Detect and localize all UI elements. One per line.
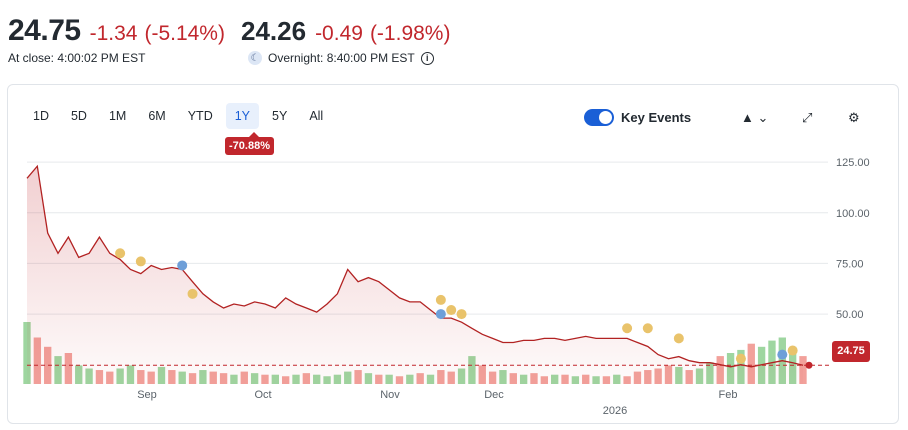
toggle-switch[interactable]: [584, 109, 614, 126]
dividend-event-marker: [435, 294, 446, 305]
range-button-1d[interactable]: 1D: [33, 109, 49, 123]
dividend-event-marker: [735, 353, 746, 364]
overnight-price: 24.26: [240, 16, 307, 46]
x-tick-label: 2026: [603, 405, 627, 417]
chart-card: [7, 84, 899, 424]
performance-badge: -70.88%: [225, 132, 274, 155]
price-change-percent: (-5.14%): [144, 22, 225, 45]
x-tick-label: Feb: [719, 389, 738, 401]
x-axis: Sep Oct Nov Dec 2026 Feb: [137, 389, 737, 417]
key-events-toggle[interactable]: Key Events: [584, 109, 691, 126]
price-line: [26, 164, 804, 368]
info-icon[interactable]: i: [420, 51, 434, 65]
price-change: -1.34: [89, 22, 138, 45]
x-tick-label: Sep: [137, 389, 157, 401]
toggle-knob: [599, 111, 612, 124]
range-button-5d[interactable]: 5D: [70, 109, 87, 123]
range-button-1m[interactable]: 1M: [108, 109, 127, 123]
x-tick-label: Nov: [380, 389, 400, 401]
expand-icon[interactable]: ⤢: [802, 110, 813, 125]
overnight-change-percent: (-1.98%): [369, 22, 451, 45]
dividend-event-marker: [622, 323, 633, 334]
range-button-5y[interactable]: 5Y: [272, 109, 288, 123]
current-price-tag: 24.75: [832, 341, 870, 362]
split-event-marker: [435, 309, 446, 320]
quote-header: 24.75 -1.34 (-5.14%) 24.26 -0.49 (-1.98%…: [8, 14, 450, 48]
volume-bar: [747, 343, 755, 384]
dividend-event-marker: [673, 333, 684, 344]
mountain-chart-icon[interactable]: ▲ ⌄: [741, 110, 769, 125]
range-selector: 1D 5D 1M 6M YTD 1Y 5Y All: [24, 103, 336, 129]
overnight-change: -0.49: [315, 22, 363, 45]
key-events-label: Key Events: [621, 110, 692, 125]
y-axis: 125.00 100.00 75.00 50.00: [836, 157, 870, 321]
dividend-event-marker: [642, 323, 653, 334]
key-event-markers: [115, 248, 798, 364]
range-button-6m[interactable]: 6M: [148, 109, 166, 123]
dividend-event-marker: [115, 248, 126, 259]
x-tick-label: Oct: [254, 389, 271, 401]
dividend-event-marker: [456, 309, 467, 320]
y-tick-label: 125.00: [836, 157, 870, 169]
y-tick-label: 75.00: [836, 258, 864, 270]
close-time-label: At close: 4:00:02 PM EST: [8, 51, 146, 65]
dividend-event-marker: [787, 345, 798, 356]
dividend-event-marker: [135, 256, 146, 267]
gear-icon[interactable]: ⚙: [848, 110, 860, 125]
range-button-1y[interactable]: 1Y: [225, 103, 260, 129]
current-price-dot: [805, 361, 813, 369]
moon-icon: ☾: [248, 51, 262, 65]
split-event-marker: [777, 349, 788, 360]
price-area: [27, 166, 803, 384]
overnight-time-label: Overnight: 8:40:00 PM EST: [268, 51, 415, 65]
split-event-marker: [177, 260, 188, 271]
range-button-all[interactable]: All: [309, 109, 324, 123]
close-time: At close: 4:00:02 PM EST: [8, 51, 145, 65]
range-button-ytd[interactable]: YTD: [187, 109, 213, 123]
price: 24.75: [8, 14, 81, 47]
x-tick-label: Dec: [484, 389, 504, 401]
dividend-event-marker: [187, 288, 198, 299]
y-tick-label: 100.00: [836, 208, 870, 220]
overnight-time: ☾ Overnight: 8:40:00 PM EST i: [248, 51, 434, 65]
y-tick-label: 50.00: [836, 309, 864, 321]
dividend-event-marker: [446, 305, 457, 316]
